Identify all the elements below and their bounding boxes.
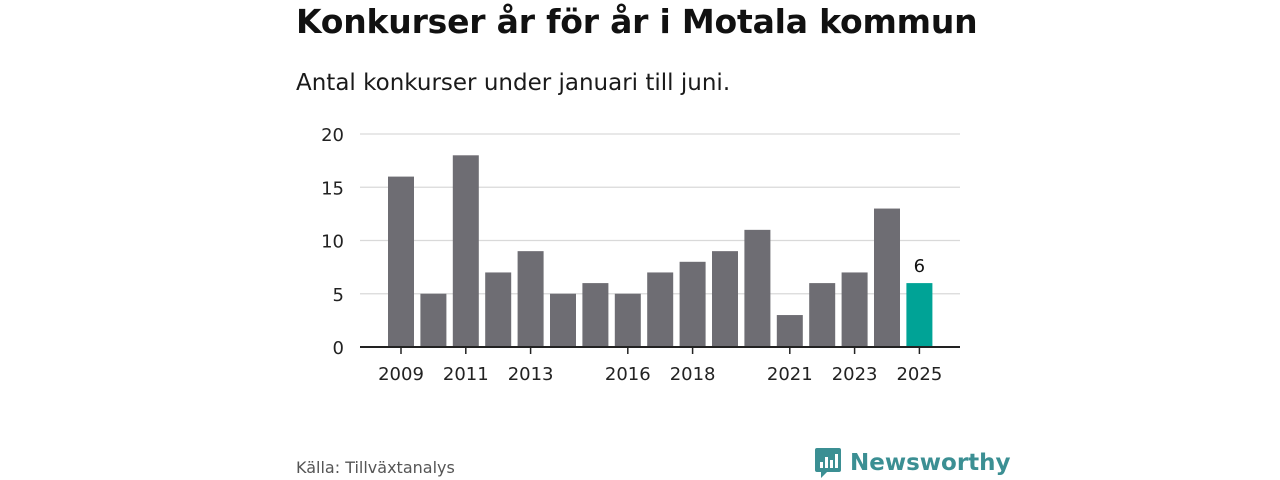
brand-logo: Newsworthy [814, 446, 1011, 480]
bar [388, 176, 414, 347]
bar [744, 229, 771, 347]
newsworthy-logo-icon [815, 448, 841, 478]
bar [841, 272, 868, 347]
bar [679, 261, 706, 347]
x-tick-label: 2021 [767, 364, 813, 385]
x-tick-label: 2018 [670, 364, 716, 385]
bar [582, 283, 609, 347]
x-tick-label: 2013 [508, 364, 554, 385]
bar [452, 155, 479, 347]
bar [614, 293, 641, 347]
bar [647, 272, 674, 347]
chart-subtitle: Antal konkurser under januari till juni. [296, 70, 731, 96]
bar-chart: 0 5 10 15 20 6 2009 2011 2013 2016 2018 2021 2023 202… [321, 125, 960, 385]
bar-highlight [906, 283, 933, 347]
x-tick-label: 2025 [896, 364, 942, 385]
data-label: 6 [914, 256, 925, 277]
x-tick-label: 2011 [443, 364, 489, 385]
bar [809, 283, 836, 347]
x-tick-label: 2016 [605, 364, 651, 385]
y-tick-label: 20 [321, 125, 344, 146]
bar [485, 272, 512, 347]
x-tick-label: 2023 [832, 364, 878, 385]
x-tick-label: 2009 [378, 364, 424, 385]
y-tick-label: 0 [333, 338, 344, 359]
bar [776, 315, 803, 347]
bar [550, 293, 576, 347]
chart-title: Konkurser år för år i Motala kommun [296, 2, 978, 41]
y-tick-label: 5 [333, 285, 344, 306]
y-tick-label: 15 [321, 178, 344, 199]
brand-name: Newsworthy [850, 450, 1011, 476]
bar [712, 251, 738, 347]
bar [874, 208, 900, 347]
bar [420, 293, 447, 347]
y-tick-label: 10 [321, 232, 344, 253]
source-note: Källa: Tillväxtanalys [296, 458, 455, 477]
bar [517, 251, 544, 347]
